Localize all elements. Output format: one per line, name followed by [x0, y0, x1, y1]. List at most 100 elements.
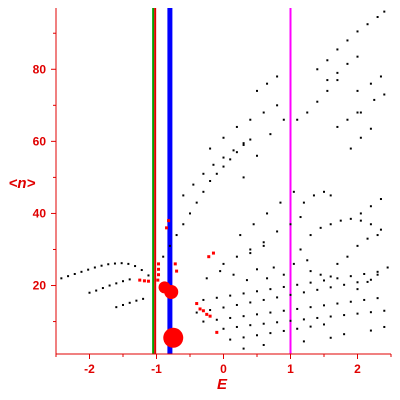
black-point-20: [128, 278, 131, 281]
black-point-141: [222, 306, 225, 309]
black-point-55: [276, 75, 279, 78]
black-point-154: [215, 318, 218, 321]
black-point-97: [319, 226, 322, 229]
black-point-5: [93, 266, 96, 269]
black-point-61: [326, 59, 329, 62]
x-tick-label-1: -1: [151, 362, 162, 376]
black-point-15: [95, 289, 98, 292]
black-point-69: [336, 71, 339, 74]
black-point-46: [242, 142, 245, 145]
red-point-series: [138, 219, 219, 334]
black-point-54: [266, 82, 269, 85]
black-point-16: [101, 287, 104, 290]
red-point-12: [198, 307, 202, 311]
black-point-13: [147, 274, 150, 277]
black-point-28: [175, 234, 178, 237]
black-point-198: [306, 259, 309, 262]
black-point-113: [309, 270, 312, 273]
x-tick-label-4: 2: [354, 362, 361, 376]
black-point-33: [209, 180, 212, 182]
black-point-161: [309, 306, 312, 309]
black-point-205: [266, 277, 269, 280]
black-point-2: [73, 272, 76, 275]
black-point-152: [369, 278, 372, 281]
x-axis-ticks: -2 -1 0 1 2: [55, 354, 392, 376]
black-point-140: [209, 309, 212, 312]
black-point-192: [343, 333, 346, 336]
black-point-53: [256, 89, 258, 92]
black-point-194: [383, 325, 386, 328]
black-point-82: [379, 75, 382, 78]
black-point-96: [309, 234, 312, 237]
black-point-183: [269, 332, 272, 335]
black-point-30: [189, 212, 191, 215]
black-point-58: [269, 133, 272, 136]
black-point-27: [168, 244, 171, 247]
red-point-6: [175, 269, 179, 273]
y-axis-ticks: 20 40 60 80: [33, 32, 56, 323]
black-point-130: [269, 288, 272, 291]
black-point-110: [366, 280, 369, 283]
black-point-3: [80, 270, 83, 273]
black-point-70: [346, 62, 349, 65]
black-point-167: [222, 327, 225, 330]
black-point-165: [363, 298, 366, 301]
black-point-181: [242, 336, 245, 339]
x-tick-label-2: 0: [220, 362, 227, 376]
black-point-92: [302, 201, 305, 204]
red-point-2: [157, 262, 161, 266]
black-point-9: [120, 262, 123, 265]
black-point-143: [249, 301, 252, 304]
black-point-90: [369, 205, 372, 208]
x-tick-label-3: 1: [287, 362, 294, 376]
x-tick-label-0: -2: [84, 362, 95, 376]
red-point-11: [195, 302, 199, 306]
black-point-34: [215, 172, 218, 175]
black-point-123: [249, 248, 252, 251]
black-point-18: [115, 282, 118, 285]
black-point-159: [282, 309, 285, 312]
y-tick-label-0: 20: [33, 279, 47, 293]
red-point-1: [167, 219, 171, 223]
black-point-147: [302, 291, 305, 294]
black-point-62: [336, 48, 339, 51]
black-point-57: [256, 154, 258, 157]
black-point-49: [235, 125, 238, 128]
y-axis-title: <n>: [9, 175, 36, 192]
black-point-209: [279, 201, 282, 204]
black-point-107: [366, 237, 369, 240]
black-point-37: [235, 151, 238, 154]
black-point-102: [369, 223, 372, 226]
black-point-199: [299, 248, 302, 251]
black-point-106: [356, 244, 359, 247]
black-point-190: [302, 340, 305, 343]
red-point-15: [208, 314, 212, 318]
black-point-76: [336, 79, 339, 82]
black-point-1: [67, 275, 70, 278]
red-point-13: [201, 309, 205, 313]
black-point-91: [379, 198, 382, 201]
black-point-50: [249, 118, 252, 121]
black-point-0: [60, 277, 63, 280]
black-point-86: [349, 147, 352, 150]
black-point-87: [359, 136, 362, 139]
black-point-99: [339, 219, 342, 222]
black-point-52: [276, 104, 279, 107]
black-point-25: [142, 297, 145, 300]
black-point-47: [209, 147, 212, 150]
black-point-108: [376, 234, 379, 237]
black-point-149: [329, 286, 332, 289]
red-point-8: [142, 279, 146, 283]
black-point-22: [122, 303, 124, 306]
black-point-139: [195, 311, 198, 314]
black-point-111: [376, 273, 379, 276]
red-point-3: [157, 267, 161, 271]
black-point-124: [262, 244, 265, 247]
black-point-127: [229, 294, 232, 297]
black-point-200: [205, 277, 208, 280]
black-point-68: [326, 79, 329, 82]
black-point-80: [356, 89, 359, 92]
black-point-206: [239, 234, 242, 237]
black-point-74: [316, 100, 319, 103]
black-point-71: [356, 55, 359, 58]
